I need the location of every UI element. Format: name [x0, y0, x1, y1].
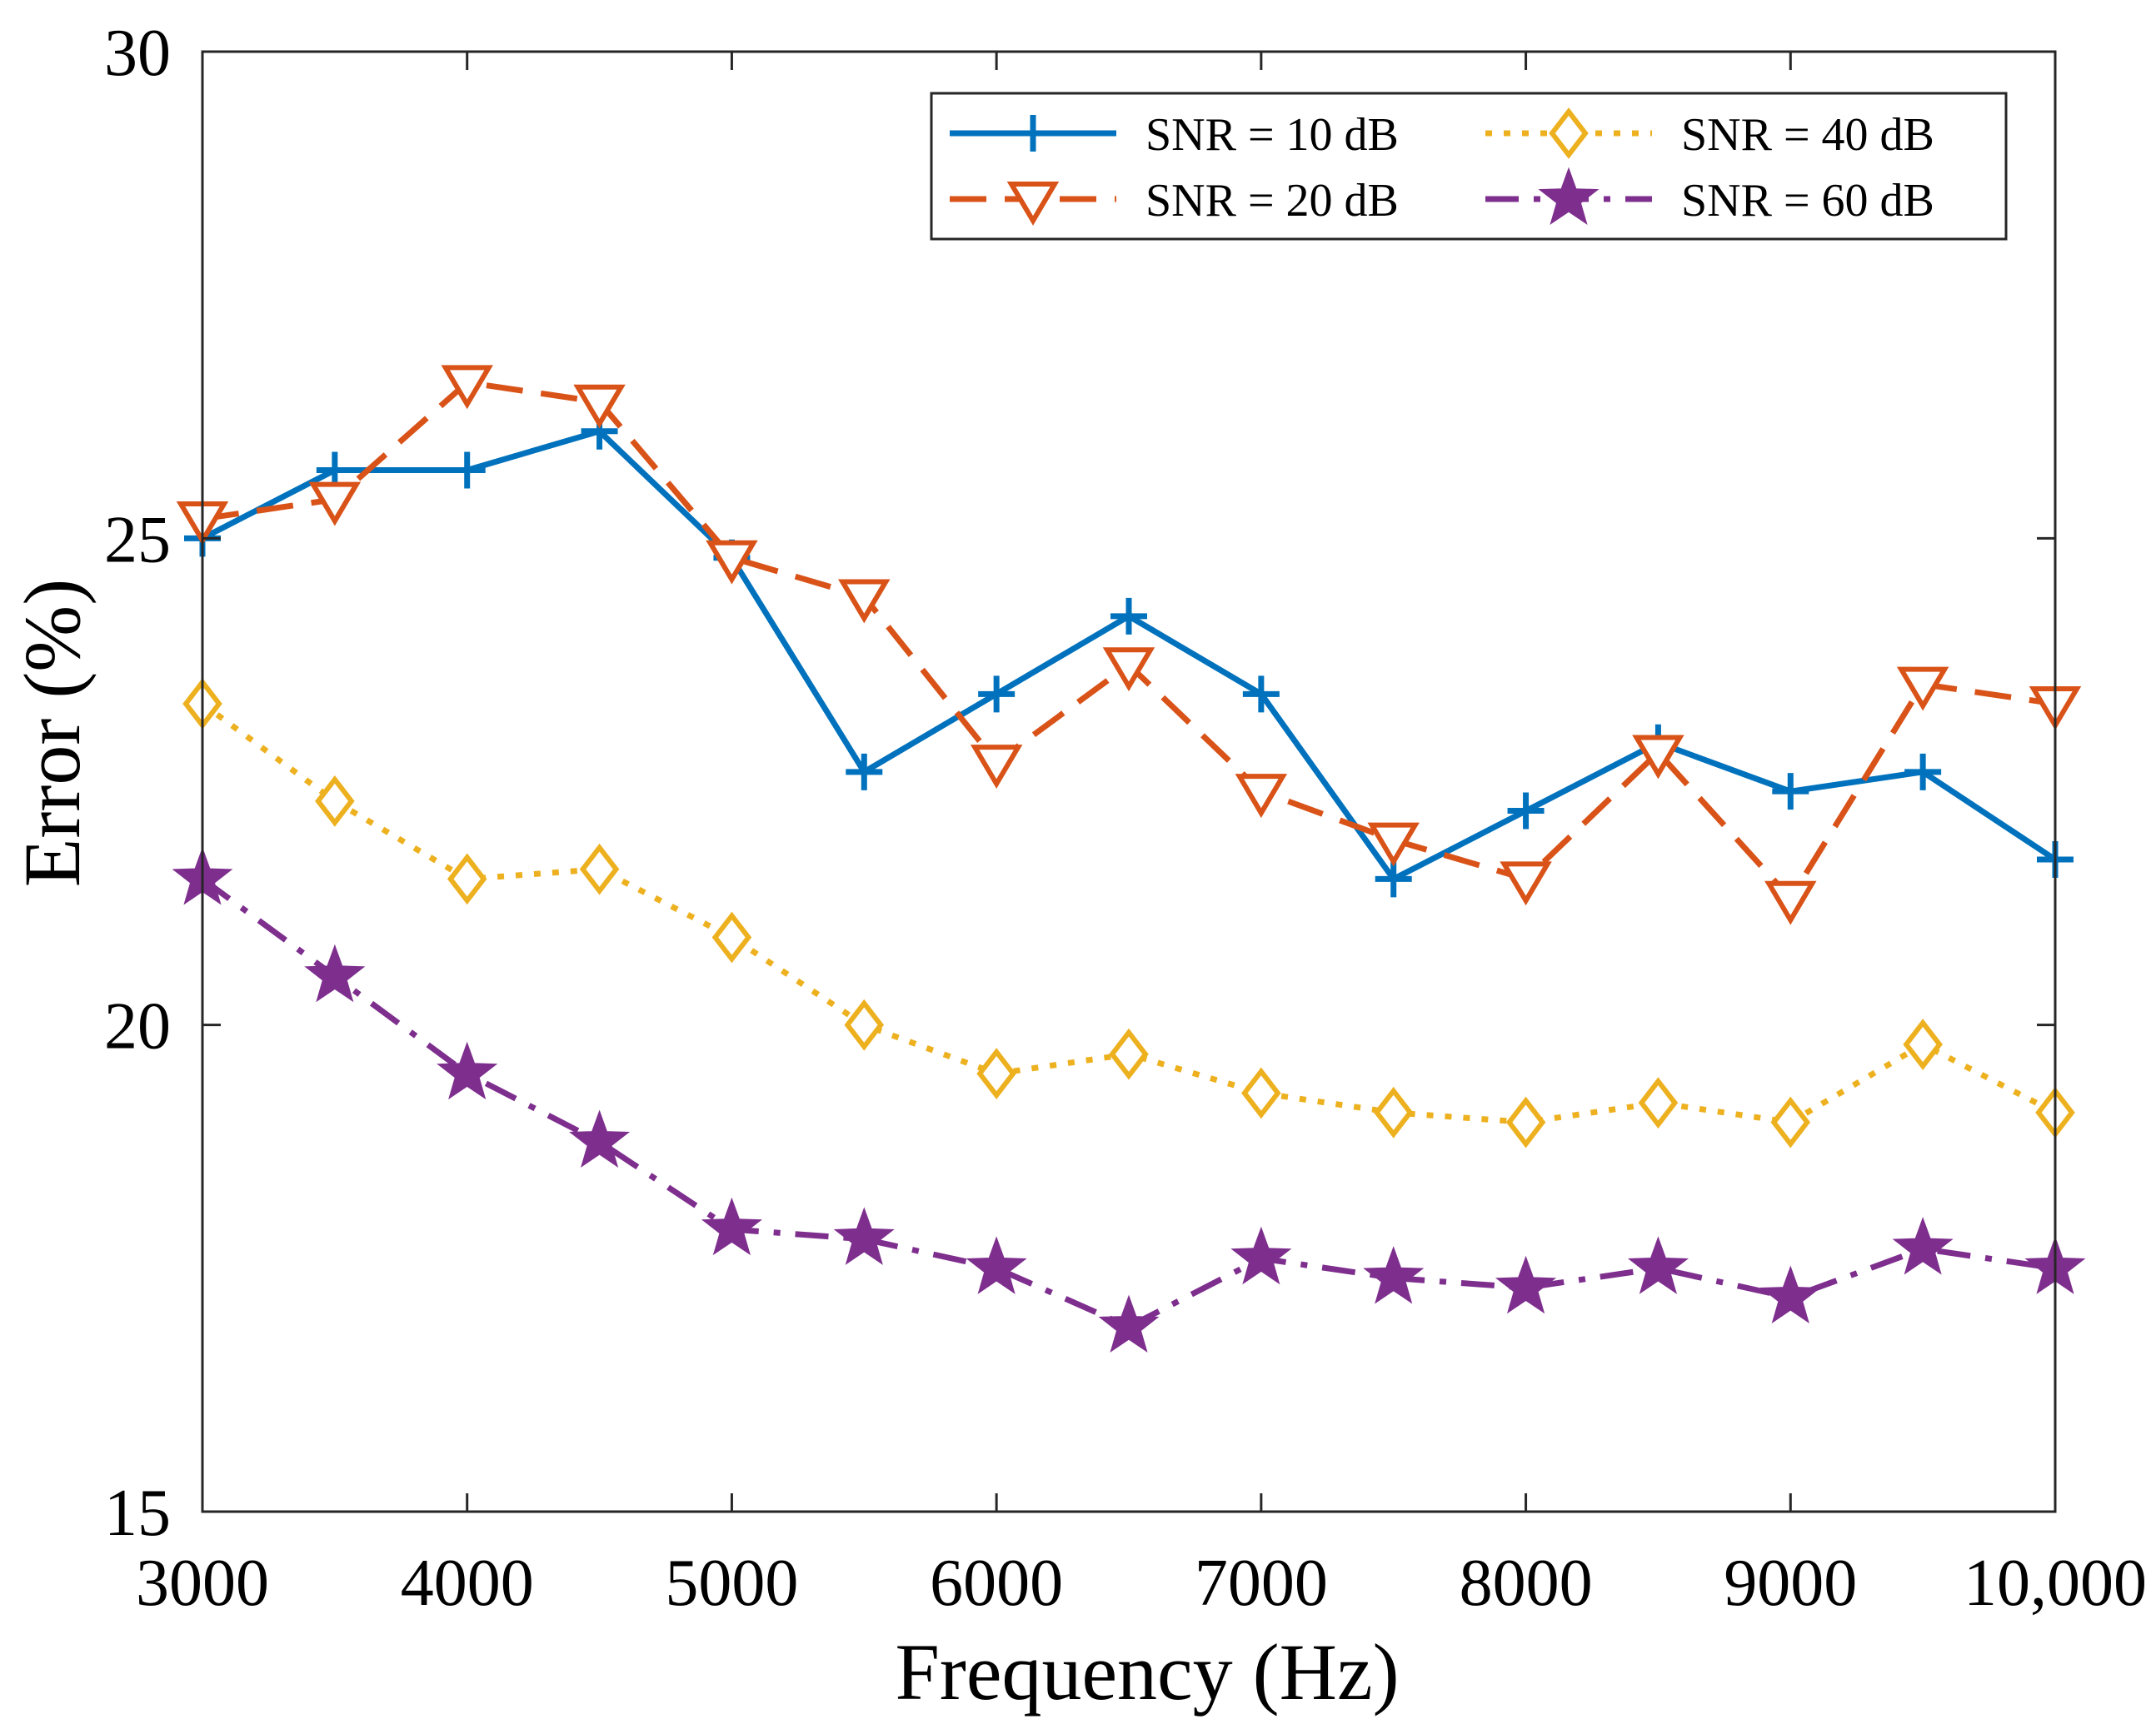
legend-label: SNR = 20 dB — [1145, 175, 1399, 227]
data-point — [1638, 1077, 1679, 1129]
data-point — [1892, 1217, 1954, 1275]
data-point — [308, 481, 362, 526]
axes-layer: 3000 4000 5000 6000 7000 8000 9000 10,000 15 20 25… — [104, 17, 2147, 1620]
data-point — [966, 1236, 1027, 1294]
legend-swatch-marker — [1006, 182, 1060, 226]
legend: SNR = 10 dB SNR = 20 dB SNR = 40 dB SNR = 6… — [930, 92, 2008, 241]
data-point — [441, 365, 493, 410]
data-point — [701, 1197, 763, 1256]
data-point — [447, 853, 487, 905]
legend-item: SNR = 60 dB — [1485, 167, 1934, 227]
data-point — [833, 1207, 895, 1265]
data-point — [1373, 1086, 1414, 1139]
legend-label: SNR = 60 dB — [1681, 175, 1934, 227]
data-point — [970, 745, 1023, 790]
x-tick-label: 10,000 — [1964, 1547, 2147, 1620]
data-point — [1230, 1226, 1292, 1285]
legend-box — [930, 92, 2008, 241]
data-point — [1242, 675, 1280, 713]
data-point — [706, 540, 758, 585]
data-point — [448, 451, 486, 489]
data-point — [1241, 1067, 1281, 1119]
data-point — [437, 1041, 498, 1100]
y-tick-label: 20 — [104, 990, 171, 1064]
data-point — [315, 775, 355, 827]
data-point — [1507, 792, 1545, 830]
data-point — [1627, 1236, 1689, 1294]
x-tick-label: 7000 — [1195, 1547, 1328, 1620]
legend-swatch-marker — [1015, 115, 1051, 152]
data-point — [1632, 735, 1684, 780]
data-point — [838, 579, 891, 624]
data-point — [1109, 1028, 1149, 1080]
data-point — [304, 944, 366, 1003]
data-point — [844, 999, 885, 1051]
data-point — [1500, 861, 1552, 906]
x-tick-label: 3000 — [136, 1547, 269, 1620]
legend-label: SNR = 40 dB — [1681, 109, 1934, 161]
x-tick-label: 6000 — [930, 1547, 1063, 1620]
data-point — [846, 753, 883, 790]
legend-item: SNR = 10 dB — [950, 109, 1399, 161]
data-point — [573, 384, 626, 429]
y-tick-label: 25 — [104, 503, 171, 576]
data-point — [1098, 1294, 1160, 1353]
data-point — [1904, 753, 1942, 790]
data-point — [1896, 666, 1949, 711]
data-point — [1772, 773, 1809, 810]
data-point — [1770, 1096, 1811, 1149]
data-point — [1367, 822, 1420, 867]
x-axis-label: Frequency (Hz) — [895, 1627, 1399, 1717]
legend-item: SNR = 40 dB — [1485, 107, 1934, 161]
data-point — [1505, 1096, 1546, 1149]
legend-swatch-marker — [1538, 167, 1600, 226]
x-tick-label: 8000 — [1460, 1547, 1593, 1620]
y-tick-label: 30 — [104, 17, 171, 90]
series-3 — [182, 678, 2075, 1149]
data-point — [1363, 1246, 1425, 1304]
data-point — [1495, 1255, 1557, 1314]
x-tick-label: 9000 — [1724, 1547, 1857, 1620]
legend-swatch-marker — [1549, 107, 1589, 159]
legend-item: SNR = 20 dB — [950, 175, 1399, 227]
data-point — [711, 911, 752, 964]
plot-frame — [201, 50, 2057, 1513]
data-point — [1110, 597, 1147, 635]
data-point — [1764, 880, 1817, 925]
data-point — [1375, 860, 1412, 898]
x-tick-label: 5000 — [665, 1547, 798, 1620]
data-point — [978, 675, 1016, 713]
data-point — [1903, 1019, 1943, 1070]
y-tick-label: 15 — [104, 1477, 171, 1550]
x-tick-label: 4000 — [401, 1547, 534, 1620]
data-point — [568, 1109, 631, 1168]
data-point — [1102, 647, 1155, 692]
legend-label: SNR = 10 dB — [1145, 109, 1399, 161]
data-point — [976, 1048, 1016, 1100]
data-point — [579, 843, 620, 895]
data-point — [1235, 774, 1288, 819]
y-axis-label: Error (%) — [7, 579, 97, 887]
data-point — [1759, 1265, 1821, 1323]
series-4-line — [200, 876, 2056, 1330]
